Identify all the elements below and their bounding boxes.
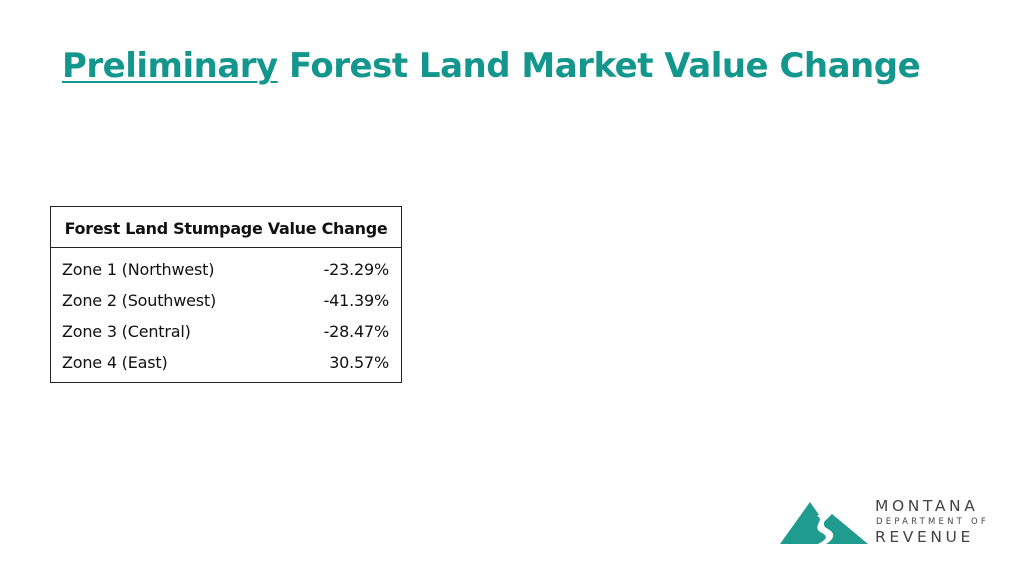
table-row: Zone 4 (East) 30.57% bbox=[62, 347, 389, 378]
logo-text-montana: MONTANA bbox=[875, 497, 979, 515]
zone-label: Zone 2 (Southwest) bbox=[62, 291, 217, 310]
zone-value: -23.29% bbox=[323, 260, 390, 279]
stumpage-value-table: Forest Land Stumpage Value Change Zone 1… bbox=[50, 206, 402, 383]
title-rest: Forest Land Market Value Change bbox=[277, 46, 921, 86]
logo-text-department: DEPARTMENT OF bbox=[876, 517, 989, 527]
table-row: Zone 3 (Central) -28.47% bbox=[62, 316, 389, 347]
montana-dor-logo: MONTANA DEPARTMENT OF REVENUE bbox=[780, 497, 994, 549]
logo-text-revenue: REVENUE bbox=[875, 528, 974, 546]
zone-label: Zone 4 (East) bbox=[62, 353, 168, 372]
title-underlined-word: Preliminary bbox=[62, 46, 278, 86]
table-body: Zone 1 (Northwest) -23.29% Zone 2 (South… bbox=[51, 248, 401, 382]
zone-value: 30.57% bbox=[329, 353, 389, 372]
table-row: Zone 2 (Southwest) -41.39% bbox=[62, 285, 389, 316]
zone-value: -41.39% bbox=[323, 291, 390, 310]
table-row: Zone 1 (Northwest) -23.29% bbox=[62, 254, 389, 285]
zone-label: Zone 3 (Central) bbox=[62, 322, 191, 341]
zone-label: Zone 1 (Northwest) bbox=[62, 260, 215, 279]
zone-value: -28.47% bbox=[323, 322, 390, 341]
mountain-river-icon bbox=[780, 502, 868, 544]
slide-title: Preliminary Forest Land Market Value Cha… bbox=[62, 46, 921, 86]
table-header: Forest Land Stumpage Value Change bbox=[51, 207, 401, 248]
